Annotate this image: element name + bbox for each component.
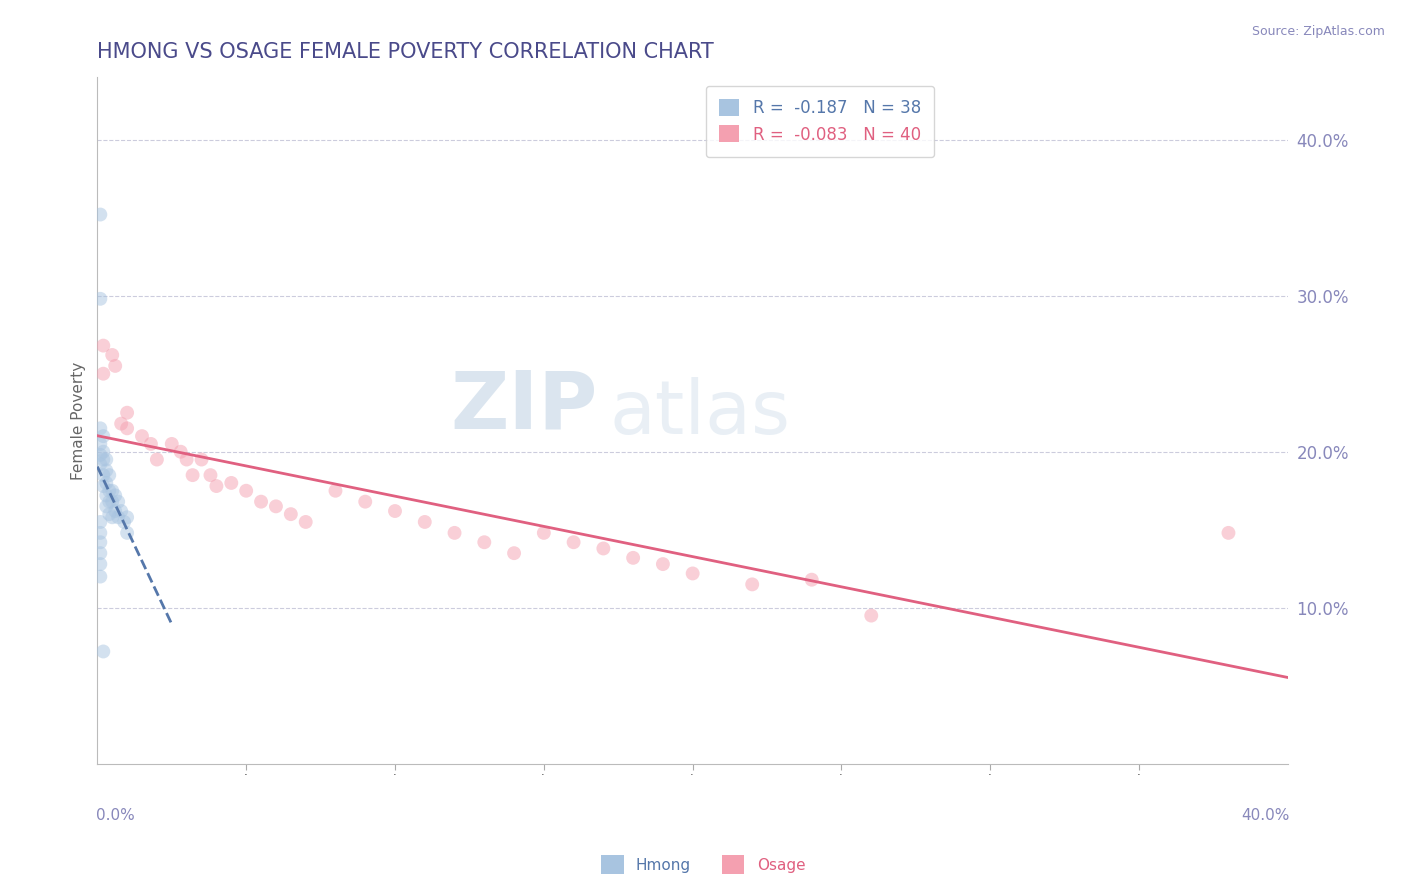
Point [91,452,114,467]
Point [107,510,129,524]
Point [91,429,114,443]
Point [503,546,526,560]
Point [354,494,377,508]
Point [800,573,823,587]
Point [89,457,111,471]
Point [96,500,118,514]
Point [104,488,127,502]
Text: ZIP: ZIP [450,368,598,446]
Point [200,468,222,483]
Point [1218,525,1240,540]
Point [110,504,132,518]
Point [621,550,644,565]
Point [101,510,124,524]
Point [860,608,883,623]
Point [91,468,114,483]
Point [110,417,132,431]
Point [89,421,111,435]
Point [101,494,124,508]
Point [115,510,138,524]
Point [89,437,111,451]
Point [176,452,198,467]
Point [115,406,138,420]
Text: HMONG VS OSAGE FEMALE POVERTY CORRELATION CHART: HMONG VS OSAGE FEMALE POVERTY CORRELATIO… [97,42,714,62]
Point [115,421,138,435]
Point [280,507,302,521]
Point [101,348,124,362]
Point [651,557,673,571]
Point [115,525,138,540]
Point [160,437,183,451]
Point [294,515,316,529]
Text: 40.0%: 40.0% [1241,808,1289,823]
Text: Source: ZipAtlas.com: Source: ZipAtlas.com [1251,25,1385,38]
Y-axis label: Female Poverty: Female Poverty [72,361,86,480]
Point [384,504,406,518]
Point [533,525,555,540]
Point [89,557,111,571]
Point [96,463,118,477]
Legend: R =  -0.187   N = 38, R =  -0.083   N = 40: R = -0.187 N = 38, R = -0.083 N = 40 [706,86,935,157]
Point [104,504,127,518]
Point [139,437,162,451]
Point [91,479,114,493]
Point [89,448,111,462]
Text: atlas: atlas [609,377,790,450]
Point [682,566,704,581]
Point [89,525,111,540]
Point [190,452,212,467]
Point [89,546,111,560]
Point [98,483,121,498]
Text: 0.0%: 0.0% [96,808,135,823]
Point [89,292,111,306]
Point [91,444,114,458]
Point [205,479,228,493]
Point [91,367,114,381]
Legend: Hmong, Osage: Hmong, Osage [595,849,811,880]
Point [170,444,193,458]
Point [107,494,129,508]
Point [98,507,121,521]
Point [98,494,121,508]
Point [101,483,124,498]
Point [181,468,204,483]
Point [89,208,111,222]
Point [89,535,111,549]
Point [96,475,118,490]
Point [250,494,273,508]
Point [91,644,114,658]
Point [146,452,169,467]
Point [221,475,243,490]
Point [592,541,614,556]
Point [235,483,257,498]
Point [413,515,436,529]
Point [472,535,495,549]
Point [89,515,111,529]
Point [96,488,118,502]
Point [562,535,585,549]
Point [91,338,114,352]
Point [96,452,118,467]
Point [104,359,127,373]
Point [112,515,135,529]
Point [98,468,121,483]
Point [325,483,347,498]
Point [443,525,465,540]
Point [89,569,111,583]
Point [264,500,287,514]
Point [741,577,763,591]
Point [131,429,153,443]
